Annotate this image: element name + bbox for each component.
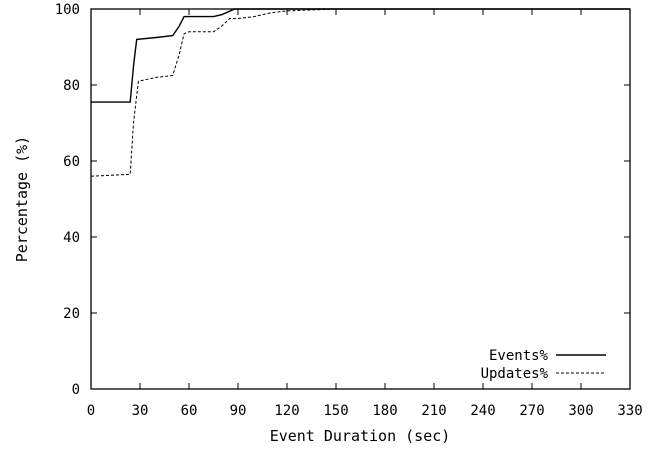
x-axis-label: Event Duration (sec) xyxy=(270,427,451,445)
x-tick-label: 60 xyxy=(181,403,198,419)
axis-ticks: 0 30 60 90 120 150 180 210 240 270 300 330 0 20 40 60 80… xyxy=(55,2,643,419)
legend-label: Events% xyxy=(489,348,549,364)
y-tick-label: 20 xyxy=(63,306,80,322)
y-axis-label: Percentage (%) xyxy=(13,136,31,262)
y-tick-label: 0 xyxy=(72,382,80,398)
x-tick-label: 90 xyxy=(230,403,247,419)
y-tick-label: 100 xyxy=(55,2,80,18)
x-tick-label: 150 xyxy=(323,403,348,419)
legend-label: Updates% xyxy=(481,366,549,382)
x-tick-label: 120 xyxy=(274,403,299,419)
y-tick-label: 40 xyxy=(63,230,80,246)
x-tick-label: 300 xyxy=(568,403,593,419)
series-line-1 xyxy=(91,8,630,103)
x-tick-label: 180 xyxy=(372,403,397,419)
series-line-2 xyxy=(90,8,630,177)
x-tick-label: 240 xyxy=(470,403,495,419)
x-tick-label: 270 xyxy=(519,403,544,419)
x-tick-label: 330 xyxy=(617,403,642,419)
legend: Events% Updates% xyxy=(481,348,606,382)
series-lines xyxy=(90,8,630,177)
plot-frame xyxy=(90,8,631,390)
y-tick-label: 60 xyxy=(63,154,80,170)
x-tick-label: 30 xyxy=(132,403,149,419)
x-tick-label: 210 xyxy=(421,403,446,419)
y-tick-label: 80 xyxy=(63,78,80,94)
x-tick-label: 0 xyxy=(87,403,95,419)
